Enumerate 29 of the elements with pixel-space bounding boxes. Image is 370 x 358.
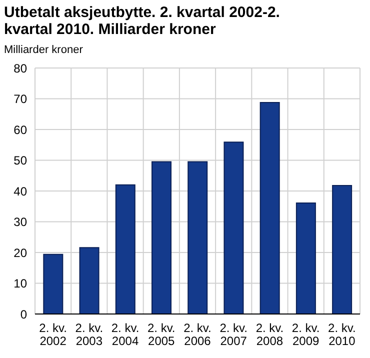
x-tick-label: 2. kv. 2010 [328,321,356,348]
y-tick-label: 40 [14,184,28,198]
bar [332,184,352,314]
y-axis-title: Milliarder kroner [3,43,84,58]
bar [152,161,172,314]
x-tick-label: 2. kv. 2004 [111,321,140,348]
bar [224,142,244,314]
y-tick-label: 50 [14,154,28,168]
y-tick-label: 80 [14,61,28,76]
y-tick-label: 30 [14,215,28,230]
bar [79,247,100,314]
y-tick-label: 20 [14,246,28,260]
x-tick-label: 2. kv. 2005 [147,321,176,348]
y-tick-label: 10 [14,276,28,291]
x-tick-label: 2. kv. 2007 [220,321,248,348]
x-tick-label: 2. kv. 2008 [256,321,284,348]
bar [296,202,316,314]
y-tick-label: 60 [14,122,28,137]
x-tick-label: 2. kv. 2003 [75,321,104,348]
chart-title: Utbetalt aksjeutbytte. 2. kvartal 2002-2. kvartal 2010. Milliarder kroner [3,3,281,38]
x-tick-label: 2. kv. 2009 [292,321,320,348]
bar [43,254,64,314]
x-tick-label: 2. kv. 2006 [184,321,212,348]
y-tick-label: 0 [20,307,28,322]
bar [260,102,280,314]
x-tick-label: 2. kv. 2002 [39,321,67,348]
bar [115,184,136,314]
bar [188,161,208,314]
y-tick-label: 70 [14,92,28,106]
